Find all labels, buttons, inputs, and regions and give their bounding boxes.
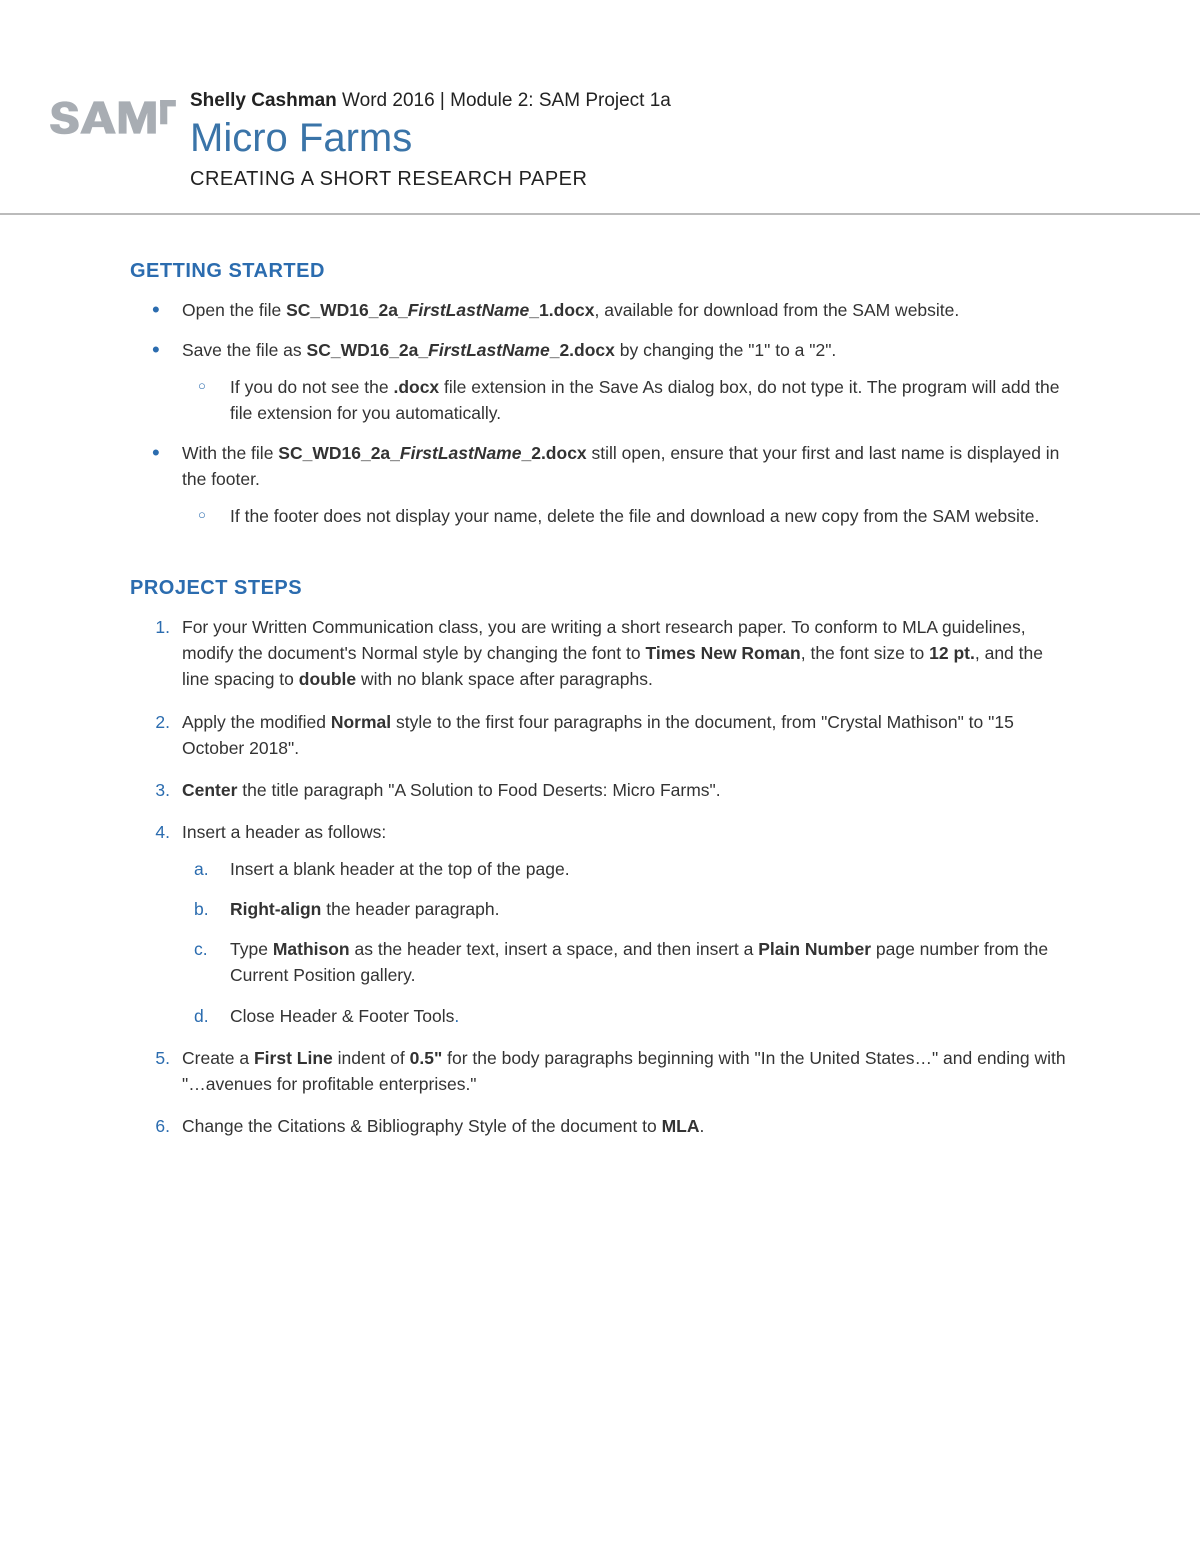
list-item: Insert a header as follows: Insert a bla… [130,819,1070,1029]
list-item: If the footer does not display your name… [182,503,1070,529]
list-item: Create a First Line indent of 0.5" for t… [130,1045,1070,1098]
list-item: Save the file as SC_WD16_2a_FirstLastNam… [130,337,1070,426]
list-item: Change the Citations & Bibliography Styl… [130,1113,1070,1139]
section-project-steps: PROJECT STEPS For your Written Communica… [130,577,1070,1140]
section-heading: GETTING STARTED [130,260,1070,283]
list-item: For your Written Communication class, yo… [130,614,1070,693]
sam-logo [48,100,178,150]
running-head: Shelly Cashman Word 2016 | Module 2: SAM… [190,90,1200,112]
list-item: Center the title paragraph "A Solution t… [130,777,1070,803]
document-subtitle: CREATING A SHORT RESEARCH PAPER [190,168,1200,191]
sub-list: If you do not see the .docx file extensi… [182,374,1070,427]
list-item: Open the file SC_WD16_2a_FirstLastName_1… [130,297,1070,323]
list-item: If you do not see the .docx file extensi… [182,374,1070,427]
list-item: Close Header & Footer Tools. [182,1003,1070,1029]
sub-steps-list: Insert a blank header at the top of the … [182,856,1070,1029]
section-heading: PROJECT STEPS [130,577,1070,600]
getting-started-list: Open the file SC_WD16_2a_FirstLastName_1… [130,297,1070,529]
list-item: Type Mathison as the header text, insert… [182,936,1070,989]
header-inner: Shelly Cashman Word 2016 | Module 2: SAM… [0,90,1200,191]
runhead-rest: Word 2016 | Module 2: SAM Project 1a [337,90,671,111]
runhead-bold: Shelly Cashman [190,90,337,111]
document-header: Shelly Cashman Word 2016 | Module 2: SAM… [0,90,1200,215]
list-item: Apply the modified Normal style to the f… [130,709,1070,762]
list-item: Insert a blank header at the top of the … [182,856,1070,882]
page: Shelly Cashman Word 2016 | Module 2: SAM… [0,0,1200,1553]
project-steps-list: For your Written Communication class, yo… [130,614,1070,1140]
content-region: GETTING STARTED Open the file SC_WD16_2a… [0,260,1200,1140]
document-title: Micro Farms [190,114,1200,162]
list-item: Right-align the header paragraph. [182,896,1070,922]
sub-list: If the footer does not display your name… [182,503,1070,529]
list-item: With the file SC_WD16_2a_FirstLastName_2… [130,440,1070,529]
section-getting-started: GETTING STARTED Open the file SC_WD16_2a… [130,260,1070,529]
